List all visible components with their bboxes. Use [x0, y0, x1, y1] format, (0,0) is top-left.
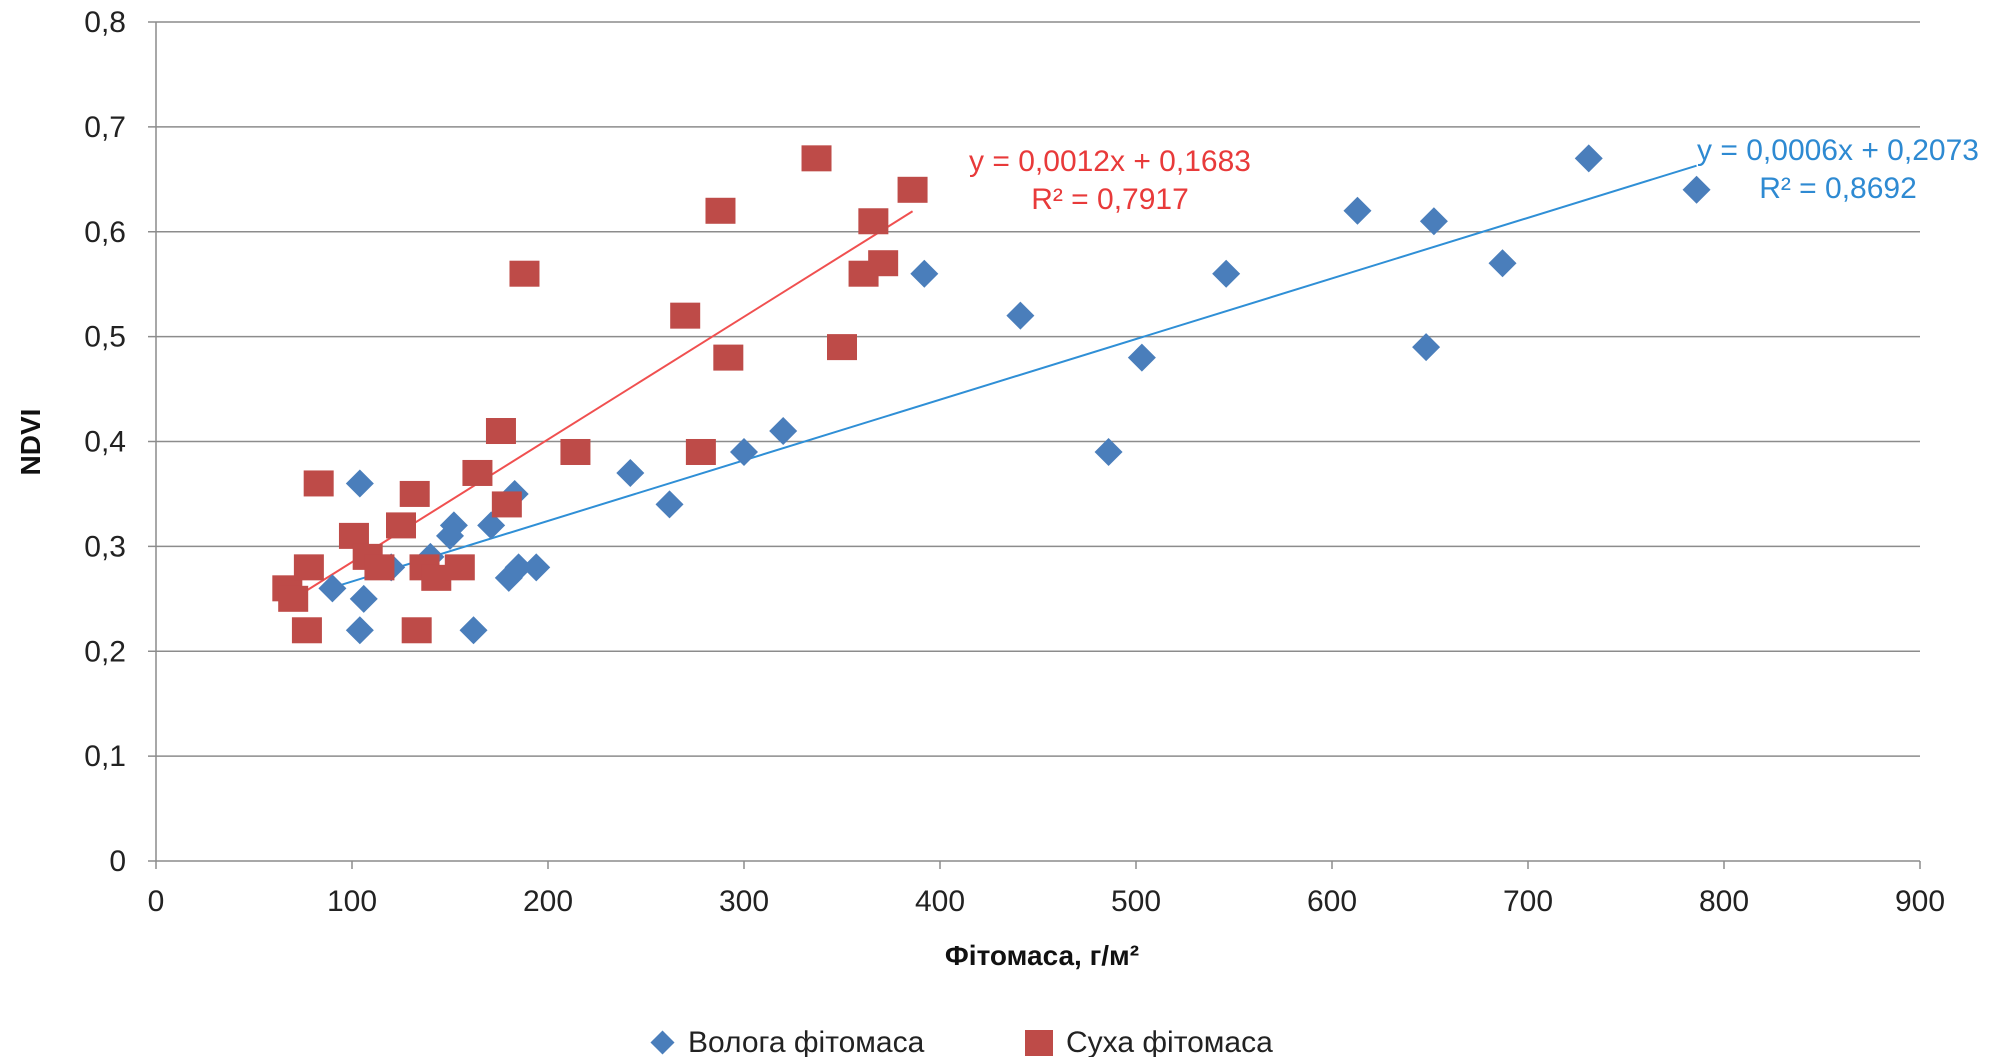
point-dry	[278, 585, 309, 612]
axes	[148, 21, 1921, 869]
point-dry	[685, 438, 716, 465]
trendline-r-squared: R² = 0,8692	[1759, 172, 1917, 205]
point-dry	[713, 344, 744, 371]
point-dry	[560, 438, 591, 465]
y-tick-label: 0,3	[84, 530, 126, 563]
point-dry	[462, 459, 493, 486]
x-tick-label: 900	[1895, 885, 1945, 918]
point-dry	[293, 554, 324, 581]
point-wet	[1419, 207, 1448, 236]
y-tick-label: 0,5	[84, 321, 126, 354]
point-wet	[910, 259, 939, 288]
point-dry	[399, 480, 430, 507]
point-dry	[868, 250, 899, 277]
point-dry	[670, 302, 701, 329]
grid-lines	[156, 21, 1920, 757]
legend-label-wet: Волога фітомаса	[688, 1026, 925, 1057]
point-wet	[730, 437, 758, 466]
point-wet	[769, 417, 798, 446]
x-tick-label: 800	[1699, 885, 1749, 918]
point-wet	[459, 616, 488, 645]
point-wet	[1094, 437, 1123, 466]
y-tick-label: 0,7	[84, 111, 126, 144]
point-dry	[705, 197, 736, 224]
legend-item-wet: Волога фітомаса	[650, 1026, 925, 1059]
point-dry	[485, 418, 516, 445]
y-tick-label: 0,4	[84, 426, 126, 459]
point-wet	[1127, 343, 1156, 372]
y-tick-label: 0,8	[84, 6, 126, 39]
point-dry	[897, 176, 928, 203]
trendline-equation: y = 0,0012x + 0,1683	[969, 145, 1251, 178]
x-tick-label: 100	[327, 885, 377, 918]
point-wet	[345, 616, 374, 645]
legend-square-marker	[1025, 1030, 1053, 1056]
point-dry	[801, 145, 832, 172]
y-tick-label: 0,2	[84, 635, 126, 668]
y-axis-title: NDVI	[15, 409, 46, 476]
y-tick-label: 0,1	[84, 740, 126, 773]
point-wet	[439, 511, 468, 540]
point-wet	[345, 469, 374, 498]
point-wet	[1212, 259, 1241, 288]
point-wet	[1006, 301, 1035, 330]
legend-item-dry: Суха фітомаса	[1025, 1026, 1273, 1059]
x-axis-title: Фітомаса, г/м²	[945, 940, 1139, 971]
x-tick-label: 600	[1307, 885, 1357, 918]
point-wet	[504, 553, 533, 582]
trendline-r-squared: R² = 0,7917	[1031, 183, 1189, 216]
x-tick-label: 500	[1111, 885, 1161, 918]
point-dry	[827, 334, 857, 361]
legend-diamond-marker	[650, 1030, 675, 1055]
point-dry	[364, 554, 395, 581]
point-wet	[1412, 333, 1441, 362]
x-tick-label: 200	[523, 885, 573, 918]
point-wet	[655, 490, 684, 519]
trendline-wet	[332, 164, 1697, 589]
point-dry	[303, 470, 334, 497]
point-wet	[477, 511, 506, 540]
point-wet	[1343, 196, 1372, 225]
y-tick-label: 0	[109, 845, 126, 878]
y-tick-label: 0,6	[84, 216, 126, 249]
trendline-equations: y = 0,0006x + 0,2073 R² = 0,8692 y = 0,001…	[969, 134, 1979, 216]
x-tick-label: 300	[719, 885, 769, 918]
point-dry	[291, 617, 322, 644]
point-wet	[1574, 144, 1603, 173]
point-dry	[491, 491, 522, 518]
point-wet	[318, 574, 347, 603]
point-wet	[522, 553, 551, 582]
x-tick-label: 0	[148, 885, 165, 918]
legend-label-dry: Суха фітомаса	[1066, 1026, 1273, 1057]
point-dry	[444, 554, 475, 581]
point-dry	[509, 260, 540, 287]
trendline-equation: y = 0,0006x + 0,2073	[1697, 134, 1979, 167]
legend: Волога фітомаса Суха фітомаса	[650, 1026, 1273, 1059]
point-wet	[616, 458, 645, 487]
tick-labels: 0 0,1 0,2 0,3 0,4 0,5 0,6 0,7 0,8 0 100 200 300 400 50…	[84, 6, 1945, 918]
x-tick-label: 400	[915, 885, 965, 918]
point-dry	[401, 617, 432, 644]
point-wet	[1682, 175, 1711, 204]
point-wet	[1488, 249, 1517, 278]
x-tick-label: 700	[1503, 885, 1553, 918]
point-dry	[386, 512, 416, 539]
point-dry	[858, 208, 889, 235]
point-wet	[349, 584, 378, 613]
data-points	[272, 144, 1711, 645]
